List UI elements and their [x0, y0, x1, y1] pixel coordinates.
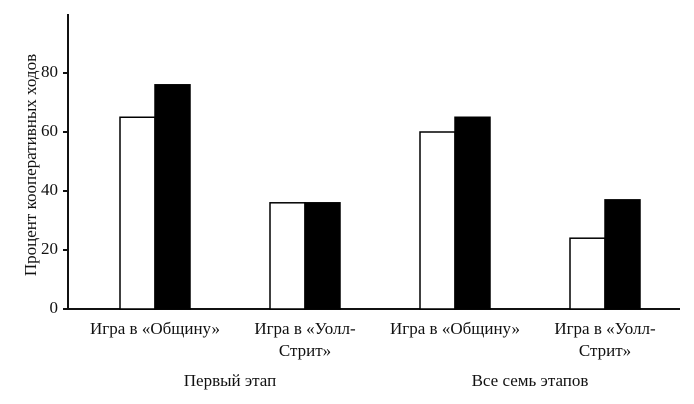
- bar: [419, 131, 456, 310]
- y-axis-label: Процент кооперативных ходов: [21, 54, 40, 276]
- x-tick-label: Стрит»: [279, 341, 331, 360]
- bar: [269, 202, 306, 310]
- y-tick-label: 0: [50, 298, 59, 317]
- y-tick-label: 60: [41, 121, 58, 140]
- y-tick-label: 20: [41, 239, 58, 258]
- x-tick-label: Игра в «Общину»: [390, 319, 520, 338]
- bar: [154, 84, 191, 310]
- x-tick-label: Игра в «Общину»: [90, 319, 220, 338]
- group-label: Первый этап: [184, 371, 276, 390]
- group-label: Все семь этапов: [472, 371, 589, 390]
- x-tick-label: Игра в «Уолл-: [554, 319, 656, 338]
- x-tick-label: Стрит»: [579, 341, 631, 360]
- bar: [304, 202, 341, 310]
- bar: [604, 199, 641, 310]
- y-tick-label: 80: [41, 62, 58, 81]
- y-tick-label: 40: [41, 180, 58, 199]
- bar: [454, 116, 491, 310]
- bar: [569, 237, 606, 310]
- bar: [119, 116, 156, 310]
- x-tick-label: Игра в «Уолл-: [254, 319, 356, 338]
